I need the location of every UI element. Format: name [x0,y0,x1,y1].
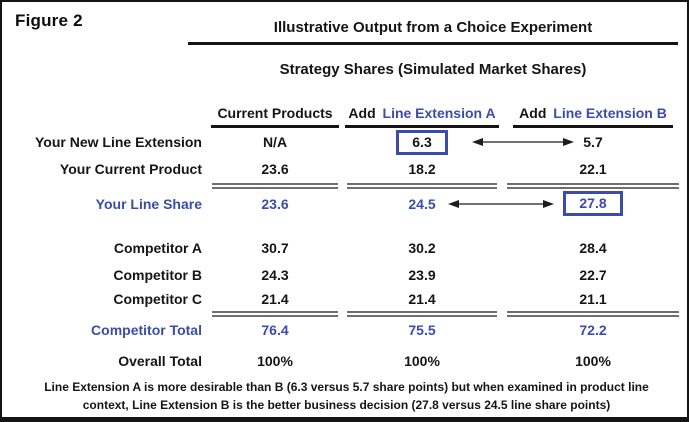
value-current: N/A [262,134,288,150]
row-label: Your Line Share [95,195,202,212]
row-label: Competitor B [113,266,202,283]
column-header-label: Current Products [217,105,333,121]
column-header-line-extension-b: Add Line Extension B [502,96,684,128]
value-ext-b-highlighted: 27.8 [502,191,684,216]
row-competitor-total: Competitor Total 76.4 75.5 72.2 [6,317,684,342]
value-ext-a: 75.5 [408,321,436,338]
table-header-row: Current Products Add Line Extension A Ad… [6,96,684,128]
double-arrow-icon [472,138,574,146]
value-ext-b: 100% [575,352,611,369]
row-your-current-product: Your Current Product 23.6 18.2 22.1 [6,156,684,181]
double-rule [507,310,679,317]
shares-table: Current Products Add Line Extension A Ad… [6,96,684,373]
column-header-label: Line Extension A [382,105,496,121]
double-rule [212,310,338,317]
value-ext-b: 5.7 [583,134,603,150]
value-ext-b: 21.1 [579,291,607,307]
value-ext-a: 30.2 [408,239,436,256]
row-your-new-line-extension: Your New Line Extension N/A 6.3 5.7 [6,128,684,156]
value-ext-b: 72.2 [579,321,607,338]
separator-row [6,310,684,317]
row-label: Competitor A [113,239,202,256]
value-ext-b: 22.7 [579,266,607,283]
figure-label: Figure 2 [15,11,83,30]
value-ext-a: 21.4 [408,291,436,307]
value-current: 21.4 [261,291,289,307]
row-label: Overall Total [118,352,202,369]
column-header-line-extension-a: Add Line Extension A [342,96,502,128]
footnote: Line Extension A is more desirable than … [44,380,649,412]
row-competitor-a: Competitor A 30.7 30.2 28.4 [6,234,684,261]
value-ext-a-highlighted: 6.3 [342,129,502,155]
value-ext-a: 18.2 [408,160,436,177]
row-label: Your Current Product [59,160,202,177]
row-label: Your New Line Extension [35,134,202,150]
double-rule [212,182,338,189]
row-your-line-share: Your Line Share 23.6 24.5 27.8 [6,190,684,217]
spacer-row [6,217,684,234]
column-header-underline: Current Products [210,105,340,128]
column-header-underline: Add Line Extension B [512,105,674,128]
value-current: 100% [257,352,293,369]
row-label: Competitor Total [91,321,202,338]
value-current: 23.6 [261,160,289,177]
row-competitor-b: Competitor B 24.3 23.9 22.7 [6,261,684,288]
row-label: Competitor C [113,291,202,307]
column-header-prefix: Add [348,105,376,121]
value-ext-a: 100% [404,352,440,369]
column-header-label: Line Extension B [553,105,667,121]
value-ext-b: 22.1 [579,160,607,177]
value-current: 30.7 [261,239,289,256]
row-overall-total: Overall Total 100% 100% 100% [6,348,684,373]
column-header-underline: Add Line Extension A [345,106,499,128]
column-header-current-products: Current Products [208,96,342,128]
value-current: 24.3 [261,266,289,283]
double-arrow-icon [448,200,554,208]
value-ext-a: 24.5 [408,195,436,212]
highlight-box: 6.3 [396,129,448,155]
value-current: 76.4 [261,321,289,338]
value-ext-a: 23.9 [408,266,436,283]
row-competitor-c: Competitor C 21.4 21.4 21.1 [6,288,684,310]
separator-row [6,181,684,190]
column-header-prefix: Add [519,105,547,121]
double-rule [346,182,498,189]
figure-subtitle: Strategy Shares (Simulated Market Shares… [279,61,587,78]
double-rule [507,182,679,189]
value-ext-b: 28.4 [579,239,607,256]
double-rule [346,310,498,317]
figure-title: Illustrative Output from a Choice Experi… [188,19,678,45]
value-current: 23.6 [261,195,289,212]
highlight-box: 27.8 [563,191,623,216]
